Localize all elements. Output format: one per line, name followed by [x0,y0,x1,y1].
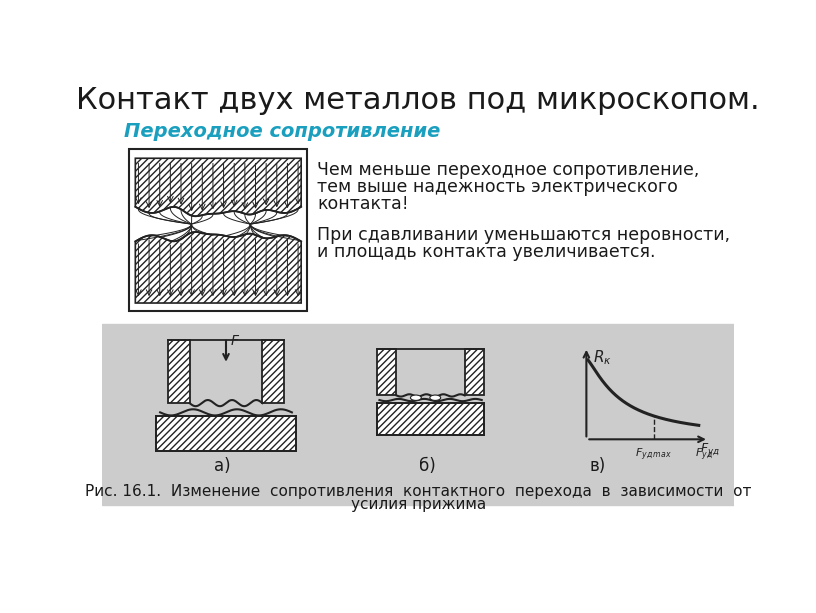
Polygon shape [377,349,397,395]
Polygon shape [464,349,484,395]
Ellipse shape [430,395,441,400]
Text: контакта!: контакта! [317,195,409,213]
Polygon shape [135,232,301,303]
Text: При сдавливании уменьшаются неровности,: При сдавливании уменьшаются неровности, [317,226,730,244]
Text: Переходное сопротивление: Переходное сопротивление [124,122,440,141]
Polygon shape [168,340,189,403]
Polygon shape [377,403,484,435]
Text: Чем меньше переходное сопротивление,: Чем меньше переходное сопротивление, [317,161,700,179]
Text: усилия прижима: усилия прижима [351,497,486,512]
Text: F: F [231,333,238,348]
Text: $R_\kappa$: $R_\kappa$ [592,348,611,367]
Text: б): б) [419,457,436,475]
Polygon shape [156,416,295,451]
Ellipse shape [410,395,421,400]
Text: Рис. 16.1.  Изменение  сопротивления  контактного  перехода  в  зависимости  от: Рис. 16.1. Изменение сопротивления конта… [85,484,752,499]
Polygon shape [135,158,301,216]
Text: и площадь контакта увеличивается.: и площадь контакта увеличивается. [317,243,656,261]
Bar [129,149,308,311]
Text: $F_{уд\,max}$: $F_{уд\,max}$ [636,447,672,463]
Text: а): а) [214,457,230,475]
Bar [102,324,734,504]
Text: $F_{уд}$: $F_{уд}$ [695,447,713,463]
Polygon shape [263,340,284,403]
Text: $F_{уд}$: $F_{уд}$ [700,441,721,458]
Text: тем выше надежность электрического: тем выше надежность электрического [317,178,678,196]
Text: Контакт двух металлов под микроскопом.: Контакт двух металлов под микроскопом. [77,86,760,115]
Text: в): в) [590,457,606,475]
